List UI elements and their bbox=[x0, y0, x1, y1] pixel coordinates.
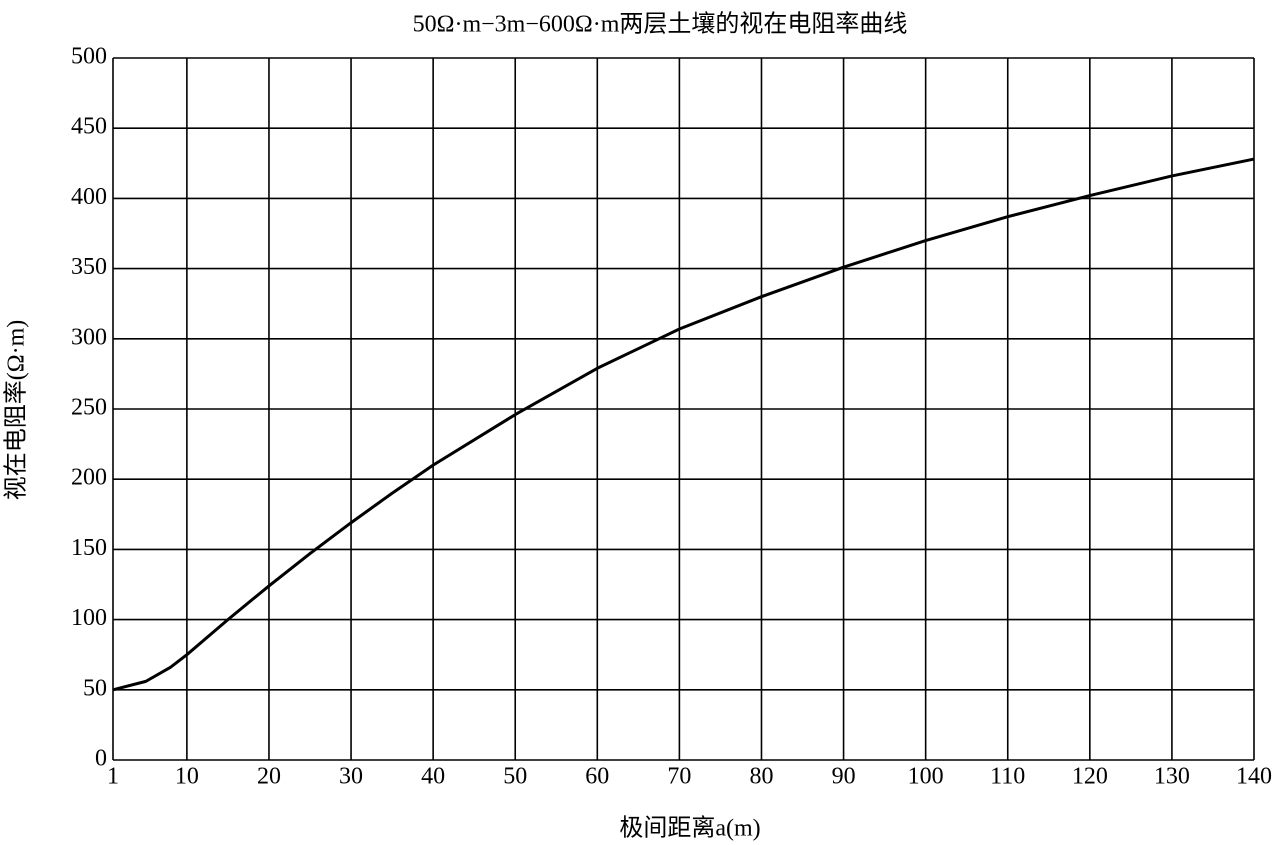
y-tick-label: 200 bbox=[71, 465, 107, 491]
y-tick-label: 0 bbox=[95, 746, 107, 772]
x-tick-label: 30 bbox=[339, 764, 363, 790]
data-line bbox=[112, 157, 1255, 692]
x-tick-label: 50 bbox=[503, 764, 527, 790]
y-tick-label: 350 bbox=[71, 254, 107, 280]
x-tick-label: 40 bbox=[421, 764, 445, 790]
y-tick-label: 100 bbox=[71, 605, 107, 631]
y-tick-label: 450 bbox=[71, 114, 107, 140]
x-tick-label: 90 bbox=[832, 764, 856, 790]
x-tick-label: 70 bbox=[667, 764, 691, 790]
y-tick-label: 50 bbox=[83, 675, 107, 701]
x-tick-label: 140 bbox=[1236, 764, 1272, 790]
x-tick-label: 1 bbox=[107, 764, 119, 790]
y-tick-label: 150 bbox=[71, 535, 107, 561]
x-tick-label: 60 bbox=[585, 764, 609, 790]
x-tick-label: 10 bbox=[175, 764, 199, 790]
y-tick-label: 400 bbox=[71, 184, 107, 210]
chart-title: 50Ω·m−3m−600Ω·m两层土壤的视在电阻率曲线 bbox=[413, 11, 908, 38]
y-tick-label: 300 bbox=[71, 324, 107, 350]
x-axis-label: 极间距离a(m) bbox=[619, 815, 760, 842]
x-tick-label: 100 bbox=[908, 764, 944, 790]
x-tick-label: 120 bbox=[1072, 764, 1108, 790]
x-tick-label: 20 bbox=[257, 764, 281, 790]
y-tick-label: 250 bbox=[71, 395, 107, 421]
x-tick-label: 80 bbox=[749, 764, 773, 790]
x-tick-label: 110 bbox=[990, 764, 1025, 790]
x-tick-label: 130 bbox=[1154, 764, 1190, 790]
y-axis-label: 视在电阻率(Ω·m) bbox=[3, 320, 30, 500]
y-tick-label: 500 bbox=[71, 44, 107, 70]
